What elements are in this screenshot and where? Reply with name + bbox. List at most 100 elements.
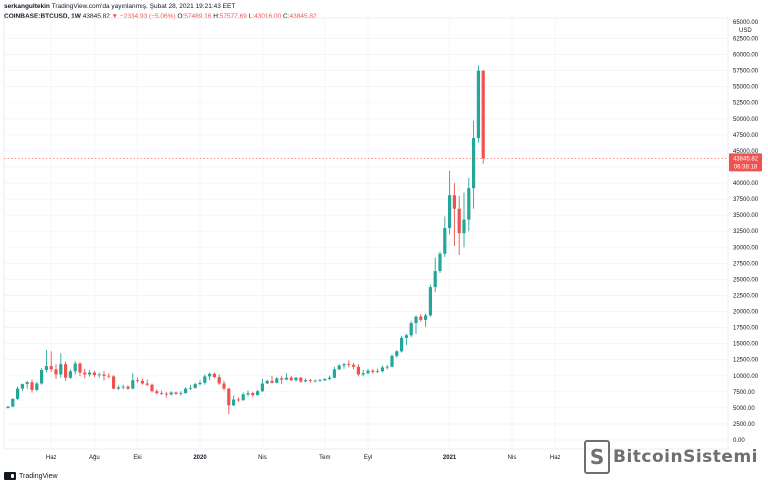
y-tick-label: 57500.00: [733, 69, 759, 75]
candle-body: [409, 323, 413, 336]
candle-body: [395, 351, 399, 356]
low-value: 43016.00: [254, 13, 282, 20]
candle-body: [20, 384, 24, 389]
candle-body: [404, 335, 408, 338]
candle-body: [376, 371, 380, 373]
y-tick-label: 40000.00: [733, 181, 759, 187]
y-tick-label: 22500.00: [733, 293, 759, 299]
candle-body: [400, 337, 404, 352]
price-tag-countdown: 06:38:18: [734, 164, 758, 170]
candle-body: [424, 315, 428, 320]
candle-body: [155, 391, 159, 394]
candle-body: [16, 388, 20, 399]
x-tick-label: 2020: [193, 455, 207, 461]
candle-body: [304, 380, 308, 382]
header-line-1: serkangultekin TradingView.com'da yayınl…: [4, 2, 317, 12]
high-value: 57577.69: [219, 13, 247, 20]
candle-body: [347, 364, 351, 365]
candle-body: [390, 355, 394, 367]
y-tick-label: 55000.00: [733, 85, 759, 91]
y-tick-label: 25000.00: [733, 277, 759, 283]
candle-body: [328, 377, 332, 379]
candle-body: [232, 399, 236, 406]
candle-body: [92, 372, 96, 376]
x-tick-label: Eki: [133, 455, 141, 461]
y-tick-label: 30000.00: [733, 245, 759, 251]
candle-body: [136, 380, 140, 382]
candle-body: [385, 366, 389, 368]
y-tick-label: 50000.00: [733, 117, 759, 123]
candle-body: [294, 377, 298, 381]
candle-body: [270, 380, 274, 383]
y-tick-label: 52500.00: [733, 101, 759, 107]
candle-body: [366, 370, 370, 374]
candle-body: [54, 369, 58, 375]
candle-body: [116, 387, 120, 389]
y-tick-label: 62500.00: [733, 37, 759, 43]
price-tag-value: 43845.82: [733, 156, 759, 162]
candle-body: [59, 364, 63, 375]
candle-body: [30, 382, 34, 390]
y-tick-label: 60000.00: [733, 53, 759, 59]
candle-body: [284, 377, 288, 380]
high-label: H:: [213, 13, 220, 20]
candle-body: [299, 377, 303, 382]
candle-body: [380, 367, 384, 372]
candle-body: [88, 372, 92, 375]
candle-body: [179, 393, 183, 394]
candle-body: [452, 195, 456, 209]
candle-body: [428, 287, 432, 316]
published-info: TradingView.com'da yayınlanmış, Şubat 28…: [51, 3, 236, 10]
candle-body: [361, 373, 365, 375]
header-line-2: COINBASE:BTCUSD, 1W 43845.82 ▼ −2334.93 …: [4, 12, 317, 22]
candle-body: [164, 393, 168, 395]
candle-body: [467, 188, 471, 220]
y-tick-label: 2500.00: [733, 422, 755, 428]
plot-area: [3, 17, 729, 450]
x-tick-label: 2021: [443, 455, 457, 461]
candle-body: [140, 380, 144, 384]
low-label: L:: [248, 13, 255, 20]
watermark-text: BitcoinSistemi: [613, 447, 758, 467]
tradingview-footer[interactable]: TradingView: [4, 472, 58, 480]
symbol-label: COINBASE:BTCUSD, 1W: [4, 13, 81, 20]
candle-body: [289, 377, 293, 381]
candle-body: [414, 316, 418, 324]
y-tick-label: 35000.00: [733, 213, 759, 219]
y-tick-label: 20000.00: [733, 310, 759, 316]
price-tag: [729, 153, 762, 172]
candle-body: [448, 195, 452, 229]
candle-body: [25, 382, 29, 385]
candle-body: [227, 388, 231, 406]
candle-body: [217, 377, 221, 384]
open-value: 57489.16: [184, 13, 212, 20]
y-tick-label: 7500.00: [733, 390, 755, 396]
y-tick-label: 17500.00: [733, 326, 759, 332]
candle-body: [203, 376, 207, 383]
candle-body: [35, 383, 39, 390]
candle-body: [308, 380, 312, 382]
candle-body: [145, 383, 149, 385]
author-name[interactable]: serkangultekin: [4, 3, 50, 10]
candle-body: [73, 363, 77, 372]
close-label: C:: [283, 13, 290, 20]
candle-body: [193, 384, 197, 388]
candle-body: [160, 393, 164, 394]
candle-body: [313, 380, 317, 382]
y-tick-label: 12500.00: [733, 358, 759, 364]
y-tick-label: 32500.00: [733, 229, 759, 235]
candle-body: [246, 393, 250, 395]
candle-body: [472, 138, 476, 189]
candle-body: [323, 378, 327, 381]
close-value: 43845.82: [289, 13, 317, 20]
candle-body: [11, 398, 15, 407]
candle-body: [107, 375, 111, 377]
candle-body: [6, 406, 10, 408]
candle-body: [457, 208, 461, 234]
x-tick-label: Nis: [508, 455, 517, 461]
bitcoinsistemi-watermark: S BitcoinSistemi: [584, 440, 758, 474]
candle-body: [419, 316, 423, 320]
candle-body: [198, 382, 202, 385]
candle-body: [131, 380, 135, 389]
